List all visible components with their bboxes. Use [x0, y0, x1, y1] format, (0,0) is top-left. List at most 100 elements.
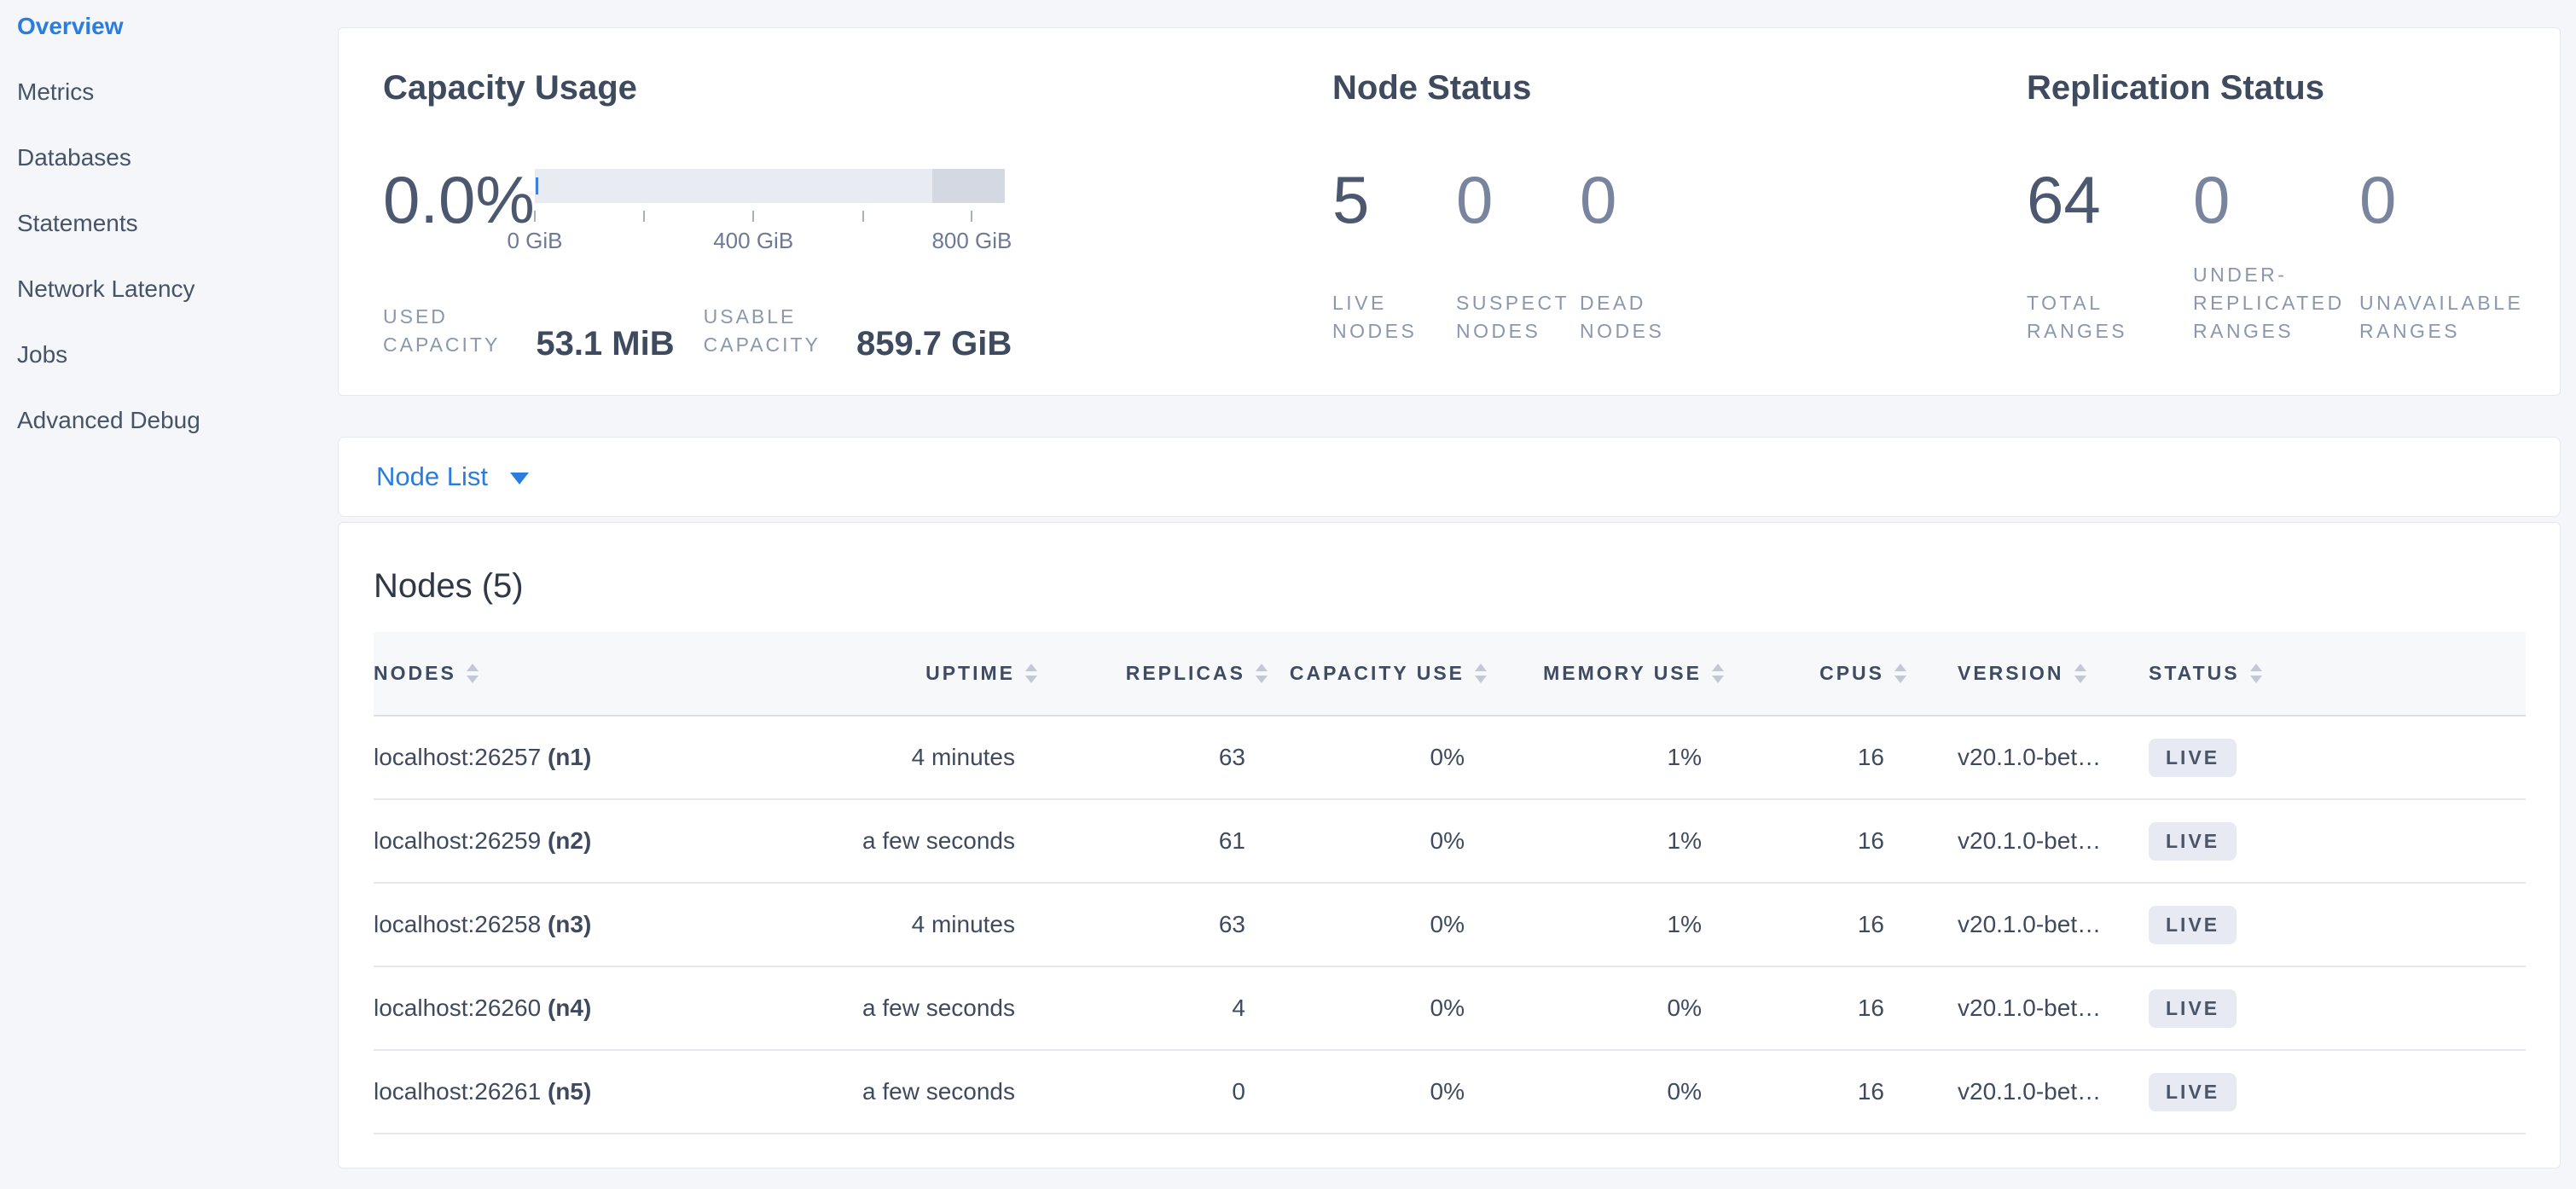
sidebar-item-advanced-debug[interactable]: Advanced Debug: [17, 406, 200, 433]
column-header-label: MEMORY USE: [1543, 662, 1702, 684]
sidebar: Overview Metrics Databases Statements Networ…: [0, 0, 338, 1189]
metric-value: 0: [1456, 162, 1494, 237]
cell-status: LIVE: [2132, 716, 2526, 800]
sort-icon[interactable]: [1894, 664, 1906, 683]
node-address: localhost:26261: [374, 1078, 548, 1105]
node-list-dropdown[interactable]: Node List: [376, 461, 529, 492]
metric-suspect-nodes: 0 SUSPECT NODES: [1456, 166, 1580, 345]
cell-version: v20.1.0-bet…: [1923, 1050, 2132, 1134]
table-row[interactable]: localhost:26258 (n3) 4 minutes 63 0% 1% 16 v20…: [374, 883, 2526, 967]
column-header-capacity-use[interactable]: CAPACITY USE: [1285, 632, 1504, 716]
capacity-stat-used: USED CAPACITY 53.1 MiB: [383, 303, 675, 362]
cell-version: v20.1.0-bet…: [1923, 716, 2132, 800]
sort-icon[interactable]: [1256, 664, 1268, 683]
node-id: (n1): [547, 744, 592, 770]
metric-value: 5: [1332, 162, 1370, 237]
sidebar-item-statements[interactable]: Statements: [17, 209, 138, 236]
capacity-gauge-track: [535, 169, 1005, 203]
cell-address[interactable]: localhost:26259 (n2): [374, 799, 831, 884]
sort-icon[interactable]: [2249, 664, 2262, 683]
stat-label: USED CAPACITY: [383, 305, 501, 356]
metric-label: UNDER- REPLICATED RANGES: [2193, 264, 2345, 342]
cell-memory-use: 0%: [1504, 1050, 1741, 1134]
status-badge: LIVE: [2149, 821, 2237, 861]
cell-capacity-use: 0%: [1285, 1050, 1504, 1134]
sort-icon[interactable]: [1712, 664, 1724, 683]
column-header-label: UPTIME: [925, 662, 1015, 684]
sidebar-item-jobs[interactable]: Jobs: [17, 340, 68, 368]
cell-replicas: 63: [1054, 716, 1285, 800]
column-header-label: CPUS: [1819, 662, 1884, 684]
metric-label: UNAVAILABLE RANGES: [2359, 292, 2524, 342]
cell-cpus: 16: [1741, 883, 1923, 967]
cell-address[interactable]: localhost:26260 (n4): [374, 966, 831, 1051]
sidebar-nav: Overview Metrics Databases Statements Networ…: [0, 0, 338, 453]
used-capacity-marker: [536, 177, 538, 194]
metric-value: 0: [2359, 162, 2397, 237]
replication-status-metrics: 64 TOTAL RANGES 0 UNDER- REPLICATED RANGES 0…: [2027, 166, 2526, 345]
sort-icon[interactable]: [1475, 664, 1487, 683]
column-header-status[interactable]: STATUS: [2132, 632, 2526, 716]
capacity-axis-ticks: [534, 211, 1005, 222]
sort-icon[interactable]: [2074, 664, 2086, 683]
column-header-nodes[interactable]: NODES: [374, 632, 831, 716]
sidebar-item-network-latency[interactable]: Network Latency: [17, 275, 195, 302]
metric-dead-nodes: 0 DEAD NODES: [1580, 166, 1703, 345]
metric-total-ranges: 64 TOTAL RANGES: [2027, 166, 2193, 345]
node-id: (n3): [547, 911, 592, 937]
stat-value: 53.1 MiB: [536, 325, 675, 362]
axis-tick: [862, 211, 864, 222]
node-id: (n4): [547, 995, 592, 1021]
cell-address[interactable]: localhost:26257 (n1): [374, 716, 831, 800]
table-row[interactable]: localhost:26259 (n2) a few seconds 61 0% 1% 1…: [374, 799, 2526, 884]
column-header-version[interactable]: VERSION: [1923, 632, 2132, 716]
capacity-stat-usable: USABLE CAPACITY 859.7 GiB: [704, 303, 1012, 362]
cell-address[interactable]: localhost:26261 (n5): [374, 1050, 831, 1134]
cell-status: LIVE: [2132, 966, 2526, 1051]
stat-value: 859.7 GiB: [856, 325, 1012, 362]
column-header-label: VERSION: [1958, 662, 2064, 684]
axis-tick-label: 400 GiB: [713, 228, 794, 253]
axis-tick-label: 0 GiB: [507, 228, 563, 253]
cell-address[interactable]: localhost:26258 (n3): [374, 883, 831, 967]
sidebar-item-databases[interactable]: Databases: [17, 143, 131, 171]
status-badge: LIVE: [2149, 738, 2237, 777]
status-badge: LIVE: [2149, 1072, 2237, 1111]
node-status-section: Node Status 5 LIVE NODES 0 SUSPECT NODES 0 DE…: [1332, 71, 2027, 347]
cell-memory-use: 1%: [1504, 883, 1741, 967]
capacity-gauge-reserved-segment: [931, 169, 1005, 203]
metric-live-nodes: 5 LIVE NODES: [1332, 166, 1456, 345]
column-header-memory-use[interactable]: MEMORY USE: [1504, 632, 1741, 716]
status-badge: LIVE: [2149, 989, 2237, 1028]
capacity-used-percent: 0.0%: [383, 162, 535, 237]
cell-replicas: 61: [1054, 799, 1285, 884]
node-status-metrics: 5 LIVE NODES 0 SUSPECT NODES 0 DEAD NODES: [1332, 166, 2027, 345]
column-header-cpus[interactable]: CPUS: [1741, 632, 1923, 716]
table-row[interactable]: localhost:26257 (n1) 4 minutes 63 0% 1% 16 v20…: [374, 716, 2526, 800]
sidebar-item-overview[interactable]: Overview: [17, 12, 124, 39]
replication-status-title: Replication Status: [2027, 69, 2324, 107]
node-id: (n5): [547, 1078, 592, 1105]
cell-capacity-use: 0%: [1285, 966, 1504, 1051]
sort-icon[interactable]: [1025, 664, 1037, 683]
sidebar-item-metrics[interactable]: Metrics: [17, 78, 95, 105]
sort-icon[interactable]: [466, 664, 479, 683]
metric-label: TOTAL RANGES: [2027, 292, 2128, 342]
column-header-replicas[interactable]: REPLICAS: [1054, 632, 1285, 716]
cell-replicas: 63: [1054, 883, 1285, 967]
column-header-label: REPLICAS: [1125, 662, 1245, 684]
nodes-panel: Nodes (5) NODES UPTIME REPLICAS CAPACITY US…: [338, 522, 2561, 1169]
cell-capacity-use: 0%: [1285, 883, 1504, 967]
metric-unavailable-ranges: 0 UNAVAILABLE RANGES: [2359, 166, 2526, 345]
node-address: localhost:26259: [374, 827, 548, 854]
cell-memory-use: 1%: [1504, 716, 1741, 800]
table-row[interactable]: localhost:26261 (n5) a few seconds 0 0% 0% 16…: [374, 1050, 2526, 1134]
capacity-usage-title: Capacity Usage: [383, 69, 637, 107]
column-header-uptime[interactable]: UPTIME: [831, 632, 1054, 716]
cell-memory-use: 1%: [1504, 799, 1741, 884]
replication-status-section: Replication Status 64 TOTAL RANGES 0 UNDER-…: [2027, 71, 2526, 347]
table-header-row: NODES UPTIME REPLICAS CAPACITY USE MEMORY US…: [374, 632, 2526, 716]
metric-value: 0: [1580, 162, 1617, 237]
metric-label: SUSPECT NODES: [1456, 292, 1570, 342]
table-row[interactable]: localhost:26260 (n4) a few seconds 4 0% 0% 16…: [374, 966, 2526, 1051]
